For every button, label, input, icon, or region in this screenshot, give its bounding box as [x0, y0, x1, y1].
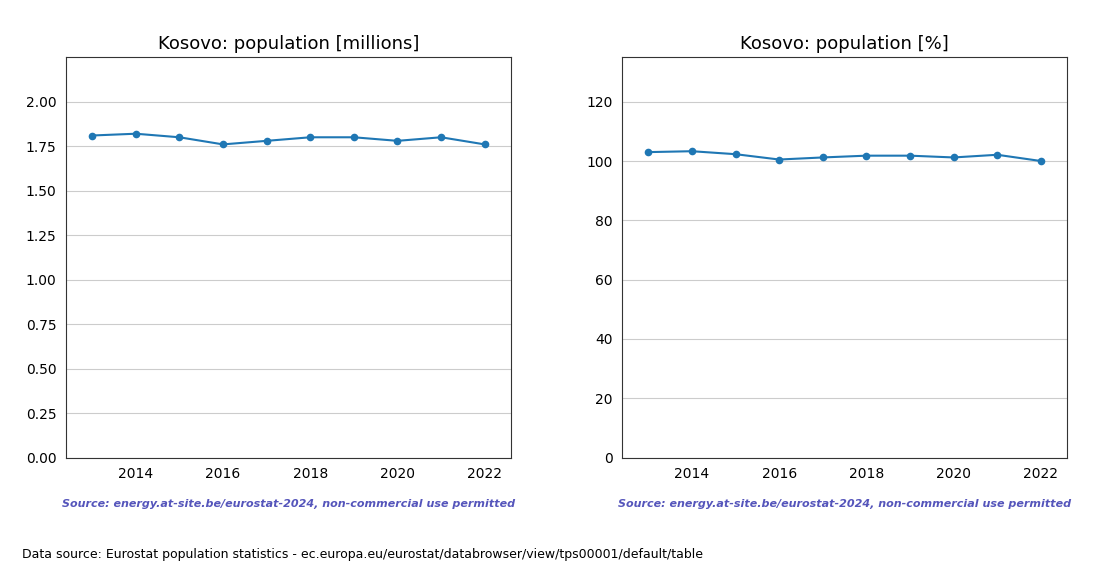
- Text: Source: energy.at-site.be/eurostat-2024, non-commercial use permitted: Source: energy.at-site.be/eurostat-2024,…: [618, 499, 1071, 509]
- Text: Data source: Eurostat population statistics - ec.europa.eu/eurostat/databrowser/: Data source: Eurostat population statist…: [22, 547, 703, 561]
- Text: Source: energy.at-site.be/eurostat-2024, non-commercial use permitted: Source: energy.at-site.be/eurostat-2024,…: [62, 499, 515, 509]
- Title: Kosovo: population [%]: Kosovo: population [%]: [740, 35, 949, 53]
- Title: Kosovo: population [millions]: Kosovo: population [millions]: [157, 35, 419, 53]
